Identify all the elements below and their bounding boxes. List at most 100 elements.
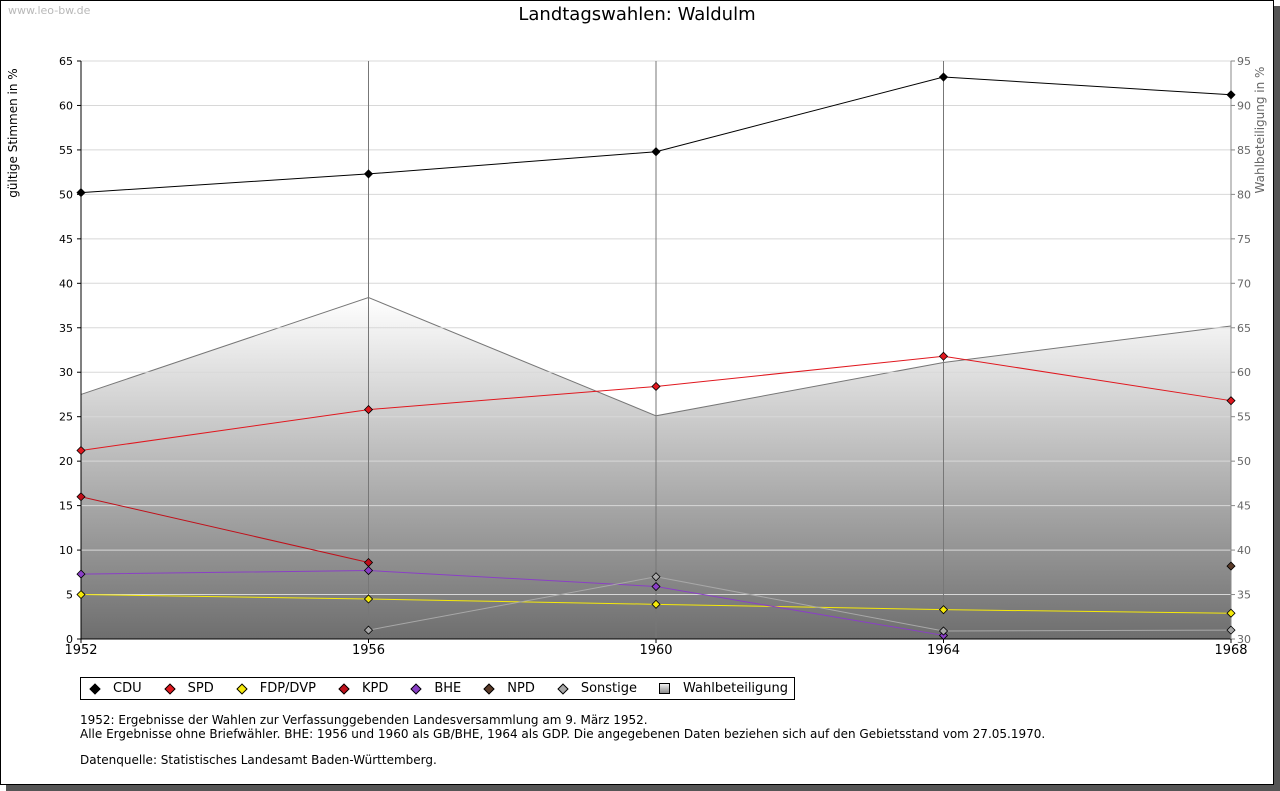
y-tick-label: 65 [59,55,73,68]
legend-label-cdu: CDU [113,681,142,696]
x-tick-label: 1968 [1214,643,1247,658]
series-cdu [76,72,1236,198]
y2-tick-label: 45 [1237,500,1251,513]
watermark: www.leo-bw.de [8,4,91,17]
point-bhe [76,569,86,579]
legend-marker-sonstige [557,682,569,695]
y-tick-label: 55 [59,144,73,157]
legend-item-wahlbeteiligung: Wahlbeteiligung [659,681,788,696]
y2-tick-label: 35 [1237,589,1251,602]
chart-title: Landtagswahlen: Waldulm [518,4,756,25]
point-npd [1226,561,1236,571]
y-tick-label: 10 [59,544,73,557]
y2-tick-label: 95 [1237,55,1251,68]
legend-label-wahlbeteiligung: Wahlbeteiligung [683,681,789,696]
y2-tick-label: 90 [1237,99,1251,112]
point-bhe [363,565,374,576]
series-kpd [76,492,374,568]
y-tick-label: 5 [66,589,73,602]
point-sonstige [363,625,374,635]
chart-notes: 1952: Ergebnisse der Wahlen zur Verfassu… [80,713,1045,767]
legend-item-npd: NPD [483,681,535,696]
y-axis-label: gültige Stimmen in % [6,68,20,197]
y2-tick-label: 50 [1237,455,1251,468]
point-bhe [651,581,661,592]
point-spd [938,351,949,361]
point-cdu [1226,90,1236,100]
note-line-2: Alle Ergebnisse ohne Briefwähler. BHE: 1… [80,727,1046,741]
point-fdp-dvp [938,605,949,615]
series-line-bhe [80,570,944,636]
series-bhe [76,565,949,641]
point-fdp-dvp [363,594,374,604]
legend: CDU SPD FDP/DVP KPD BHE NPD Sonstige Wah… [80,677,796,700]
y-tick-label: 50 [59,188,73,201]
note-line-1: 1952: Ergebnisse der Wahlen zur Verfassu… [80,713,648,727]
legend-item-kpd: KPD [338,681,388,696]
y2-tick-label: 65 [1237,322,1251,335]
legend-marker-kpd [338,682,350,695]
y2-tick-label: 75 [1237,233,1251,246]
legend-label-bhe: BHE [434,681,462,696]
y-tick-label: 15 [59,500,73,513]
point-sonstige [651,572,661,582]
point-sonstige [938,626,949,636]
legend-item-fdp: FDP/DVP [236,681,316,696]
legend-label-fdp: FDP/DVP [259,681,316,696]
point-kpd [76,492,86,502]
legend-item-spd: SPD [163,681,214,696]
y2-tick-label: 60 [1237,366,1251,379]
point-sonstige [1226,625,1236,635]
legend-marker-spd [163,682,176,695]
point-cdu [76,188,86,198]
y2-axis-label: Wahlbeteiligung in % [1253,67,1267,194]
y-tick-label: 35 [59,322,73,335]
y-tick-label: 60 [59,99,73,112]
legend-label-spd: SPD [187,681,214,696]
y2-tick-label: 85 [1237,144,1251,157]
point-cdu [938,72,949,82]
series-line-sonstige [368,576,1232,632]
y2-tick-label: 40 [1237,544,1251,557]
legend-marker-cdu [89,682,101,695]
series-sonstige [363,572,1236,636]
legend-item-sonstige: Sonstige [557,681,637,696]
point-cdu [651,147,661,157]
point-spd [651,381,661,392]
legend-item-cdu: CDU [89,681,142,696]
series-line-kpd [80,496,369,564]
x-tick-label: 1960 [639,643,672,658]
x-tick-label: 1952 [64,643,97,658]
y-tick-label: 20 [59,455,73,468]
y-tick-label: 25 [59,411,73,424]
y2-tick-label: 70 [1237,277,1251,290]
x-tick-label: 1964 [927,643,960,658]
legend-label-kpd: KPD [361,681,389,696]
y-tick-label: 40 [59,277,73,290]
y2-tick-label: 30 [1237,633,1251,646]
series-spd [76,351,1236,456]
data-source: Datenquelle: Statistisches Landesamt Bad… [80,753,437,767]
y-tick-label: 30 [59,366,73,379]
legend-marker-bhe [410,682,422,695]
point-spd [1226,396,1236,406]
y-tick-label: 45 [59,233,73,246]
legend-item-bhe: BHE [410,681,461,696]
legend-marker-fdp [236,682,248,695]
point-fdp-dvp [1226,608,1236,618]
x-tick-label: 1956 [352,643,385,658]
legend-marker-wahlbeteiligung [659,683,671,694]
point-fdp-dvp [76,589,86,600]
series-npd [1226,561,1236,571]
point-spd [76,445,86,456]
legend-label-npd: NPD [507,681,535,696]
y2-tick-label: 55 [1237,411,1251,424]
y2-tick-label: 80 [1237,188,1251,201]
legend-marker-npd [483,682,495,695]
y-tick-label: 0 [66,633,73,646]
point-fdp-dvp [651,599,661,609]
point-cdu [363,169,374,179]
series-fdp-dvp [76,589,1236,618]
legend-label-sonstige: Sonstige [580,681,638,696]
